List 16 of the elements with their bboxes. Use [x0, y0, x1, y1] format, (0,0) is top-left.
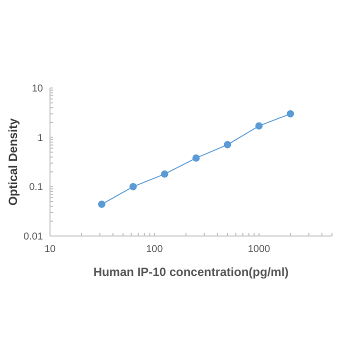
- x-tick-label: 10: [44, 244, 56, 255]
- point: [98, 200, 106, 208]
- point: [255, 122, 263, 130]
- y-tick-label: 10: [32, 84, 44, 94]
- y-tick-label: 1: [37, 132, 44, 144]
- point: [286, 110, 294, 118]
- y-tick-label: 0.01: [24, 232, 44, 242]
- y-tick-label: 0.1: [29, 182, 44, 194]
- point: [130, 183, 137, 190]
- x-axis-title: Human IP-10 concentration(pg/ml): [93, 265, 289, 279]
- point: [224, 141, 232, 148]
- point: [192, 154, 200, 162]
- point: [160, 170, 168, 178]
- x-tick-label: 1000: [248, 244, 271, 255]
- x-tick-label: 100: [146, 244, 164, 255]
- y-axis-title: Optical Density: [6, 118, 20, 206]
